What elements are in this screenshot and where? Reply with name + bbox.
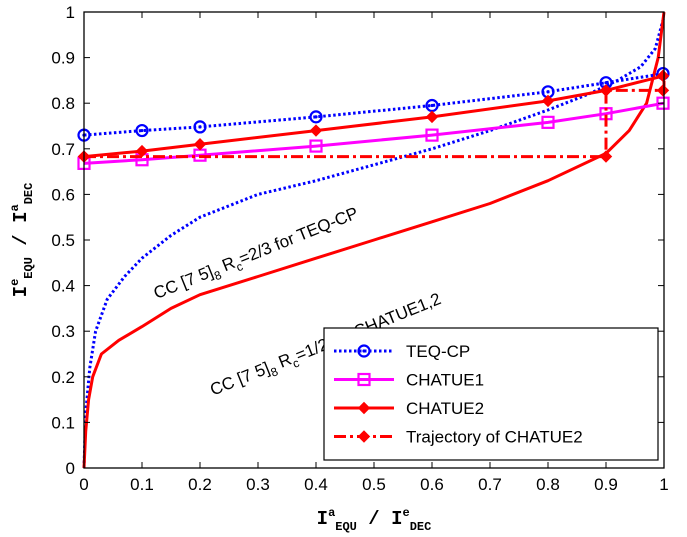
legend-item-trajectory-of-chatue2: Trajectory of CHATUE2 (334, 428, 583, 447)
data-point-teq-cp-ring (309, 110, 323, 124)
data-point-teq-cp (193, 120, 207, 134)
x-tick-label: 0.9 (594, 475, 618, 494)
x-tick-label: 0 (79, 475, 88, 494)
x-tick-label: 0.4 (304, 475, 328, 494)
y-axis-label-sup: e (8, 279, 22, 286)
annotation-text: R (215, 253, 238, 277)
data-point-teq-cp-ring (193, 120, 207, 134)
legend-swatch-marker (357, 401, 371, 415)
legend-item-chatue2: CHATUE2 (334, 399, 484, 418)
data-point-teq-cp-dot (430, 103, 434, 108)
y-axis-label-base: I (10, 286, 32, 297)
y-axis-label-sep: / (10, 223, 32, 257)
y-axis-label-base2: I (10, 211, 32, 222)
data-point-chatue2 (425, 110, 439, 124)
y-tick-label: 0.3 (51, 322, 75, 341)
y-tick-label: 0.8 (51, 94, 75, 113)
data-point-teq-cp-dot (140, 128, 144, 133)
x-tick-label: 1 (659, 475, 668, 494)
data-point-chatue1 (425, 128, 439, 142)
y-tick-label: 0.6 (51, 185, 75, 204)
data-point-teq-cp (135, 123, 149, 138)
series-line-teq-cp (83, 72, 665, 137)
x-tick-label: 0.2 (188, 475, 212, 494)
data-point-trajectory-of-chatue2 (656, 69, 670, 83)
x-tick-label: 0.6 (420, 475, 444, 494)
legend-swatch-marker-dot (362, 349, 366, 353)
y-tick-label: 0.7 (51, 140, 75, 159)
legend-swatch-marker-ring (357, 344, 371, 358)
legend-item-chatue1: CHATUE1 (334, 371, 484, 390)
y-tick-label: 0.4 (51, 277, 75, 296)
data-point-trajectory-of-chatue2 (599, 84, 613, 97)
legend-swatch-marker (357, 344, 371, 358)
legend-label: CHATUE1 (406, 371, 484, 390)
data-point-teq-cp-dot (546, 90, 550, 94)
x-axis-label-sub2: DEC (410, 520, 432, 534)
legend-label: CHATUE2 (406, 399, 484, 418)
y-tick-label: 0.1 (51, 413, 75, 432)
curve-chatue2 (82, 11, 666, 469)
x-axis-label: IaEQU / IeDEC (317, 506, 432, 534)
data-point-trajectory-of-chatue2 (599, 150, 613, 163)
annotation-text: R (271, 350, 294, 374)
legend-swatch-marker (357, 372, 371, 387)
annotation-subscript: 8 (269, 364, 281, 380)
data-point-teq-cp (309, 110, 323, 124)
data-point-teq-cp-ring (135, 123, 149, 138)
x-tick-label: 0.5 (362, 475, 386, 494)
data-point-chatue1 (541, 115, 555, 129)
legend-items: TEQ-CP CHATUE1 CHATUE2 Trajectory of CHATUE… (334, 342, 583, 447)
x-axis-label-sup: a (328, 506, 335, 520)
data-point-chatue1 (656, 96, 670, 110)
x-tick-label: 0.3 (246, 475, 270, 494)
y-tick-label: 0.2 (51, 368, 75, 387)
data-point-chatue2 (541, 94, 555, 108)
legend-label: TEQ-CP (406, 342, 470, 361)
data-point-chatue1 (309, 139, 323, 153)
y-axis-label-sub2: DEC (22, 183, 36, 205)
series-line-chatue2 (83, 74, 665, 159)
x-axis-label-sup2: e (403, 506, 410, 520)
data-point-teq-cp-dot (314, 115, 318, 119)
y-axis-label-sup2: a (8, 204, 22, 211)
annotation-subscript: c (234, 259, 245, 274)
annotation-subscript: 8 (212, 268, 224, 284)
legend-label: Trajectory of CHATUE2 (406, 428, 583, 447)
legend-swatch-marker (357, 430, 371, 443)
y-axis-label-sub: EQU (22, 257, 36, 279)
data-point-chatue2 (309, 124, 323, 137)
ticks-layer: 0 0.1 0.2 0.3 0.4 0.5 0.6 0.7 0.8 0.9 1 0 0.1 0.2 0.3 0… (51, 3, 668, 494)
data-point-chatue2 (193, 138, 207, 151)
y-tick-label: 0.5 (51, 231, 75, 250)
x-tick-label: 0.1 (130, 475, 154, 494)
annotation-subscript: c (291, 356, 302, 371)
legend: TEQ-CP CHATUE1 CHATUE2 Trajectory of CHATUE… (323, 327, 659, 461)
x-axis-label-base: I (317, 508, 328, 530)
y-tick-label: 0 (66, 459, 75, 478)
data-point-teq-cp-dot (604, 81, 608, 85)
series-line-chatue1 (83, 101, 665, 165)
y-tick-label: 1 (66, 3, 75, 22)
data-point-trajectory-of-chatue2 (656, 84, 670, 97)
series-layer (77, 66, 670, 170)
data-point-teq-cp-dot (198, 125, 202, 129)
x-axis-label-base2: I (391, 508, 402, 530)
x-axis-label-sep: / (357, 508, 391, 530)
y-axis-label: IeEQU / IaDEC (8, 183, 36, 298)
legend-item-teq-cp: TEQ-CP (334, 342, 470, 361)
x-tick-label: 0.8 (536, 475, 560, 494)
y-tick-label: 0.9 (51, 49, 75, 68)
x-tick-label: 0.7 (478, 475, 502, 494)
x-axis-label-sub: EQU (335, 520, 357, 534)
